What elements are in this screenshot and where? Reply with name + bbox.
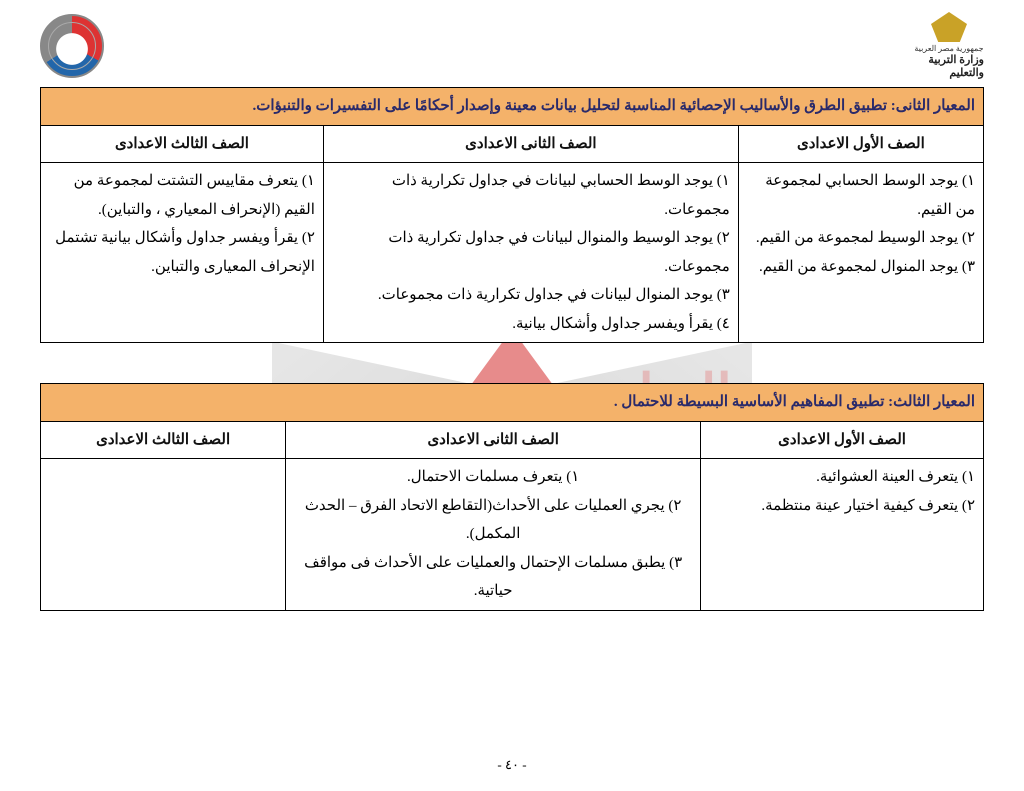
standard2-header-row: الصف الأول الاعدادى الصف الثانى الاعدادى… [41,125,984,163]
list-item: ٤) يقرأ ويفسر جداول وأشكال بيانية. [332,310,730,339]
ministry-name: وزارة التربية والتعليم [914,53,984,79]
list-item: ٢) يقرأ ويفسر جداول وأشكال بيانية تشتمل … [49,224,315,281]
standard2-col3-body: ١) يتعرف مقاييس التشتت لمجموعة من القيم … [41,163,324,343]
list-item: ١) يوجد الوسط الحسابي لبيانات في جداول ت… [332,167,730,224]
standard3-table: المعيار الثالث: تطبيق المفاهيم الأساسية … [40,383,984,611]
standard2-col1-body: ١) يوجد الوسط الحسابي لمجموعة من القيم. … [738,163,983,343]
standard3-col1-body: ١) يتعرف العينة العشوائية. ٢) يتعرف كيفي… [701,459,984,611]
list-item: ٢) يتعرف كيفية اختيار عينة منتظمة. [709,492,975,521]
list-item: ١) يتعرف العينة العشوائية. [709,463,975,492]
standard2-col1-header: الصف الأول الاعدادى [738,125,983,163]
list-item: ٢) يجري العمليات على الأحداث(التقاطع الا… [294,492,692,549]
list-item: ٢) يوجد الوسيط لمجموعة من القيم. [747,224,975,253]
list-item: ١) يتعرف مقاييس التشتت لمجموعة من القيم … [49,167,315,224]
standard2-col2-body: ١) يوجد الوسط الحسابي لبيانات في جداول ت… [323,163,738,343]
standard2-col2-header: الصف الثانى الاعدادى [323,125,738,163]
standard3-title-row: المعيار الثالث: تطبيق المفاهيم الأساسية … [41,384,984,422]
list-item: ٢) يوجد الوسيط والمنوال لبيانات في جداول… [332,224,730,281]
standard2-title: المعيار الثانى: تطبيق الطرق والأساليب ال… [41,88,984,126]
standard3-col3-header: الصف الثالث الاعدادى [41,421,286,459]
ministry-logo: جمهورية مصر العربية وزارة التربية والتعل… [914,12,984,79]
standard2-title-row: المعيار الثانى: تطبيق الطرق والأساليب ال… [41,88,984,126]
standard3-col1-header: الصف الأول الاعدادى [701,421,984,459]
standard3-body-row: ١) يتعرف العينة العشوائية. ٢) يتعرف كيفي… [41,459,984,611]
accreditation-logo [40,14,104,78]
list-item: ١) يتعرف مسلمات الاحتمال. [294,463,692,492]
standard2-body-row: ١) يوجد الوسط الحسابي لمجموعة من القيم. … [41,163,984,343]
list-item: ٣) يوجد المنوال لبيانات في جداول تكرارية… [332,281,730,310]
eagle-icon [931,12,967,42]
list-item: ٣) يطبق مسلمات الإحتمال والعمليات على ال… [294,549,692,606]
standard3-title: المعيار الثالث: تطبيق المفاهيم الأساسية … [41,384,984,422]
page-number: - ٤٠ - [0,757,1024,773]
page-header: جمهورية مصر العربية وزارة التربية والتعل… [40,12,984,79]
standard3-col2-body: ١) يتعرف مسلمات الاحتمال. ٢) يجري العملي… [286,459,701,611]
standard3-col2-header: الصف الثانى الاعدادى [286,421,701,459]
standard3-header-row: الصف الأول الاعدادى الصف الثانى الاعدادى… [41,421,984,459]
country-line: جمهورية مصر العربية [914,44,983,53]
standard2-col3-header: الصف الثالث الاعدادى [41,125,324,163]
list-item: ٣) يوجد المنوال لمجموعة من القيم. [747,253,975,282]
list-item: ١) يوجد الوسط الحسابي لمجموعة من القيم. [747,167,975,224]
standard3-col3-body [41,459,286,611]
standard2-table: المعيار الثانى: تطبيق الطرق والأساليب ال… [40,87,984,343]
